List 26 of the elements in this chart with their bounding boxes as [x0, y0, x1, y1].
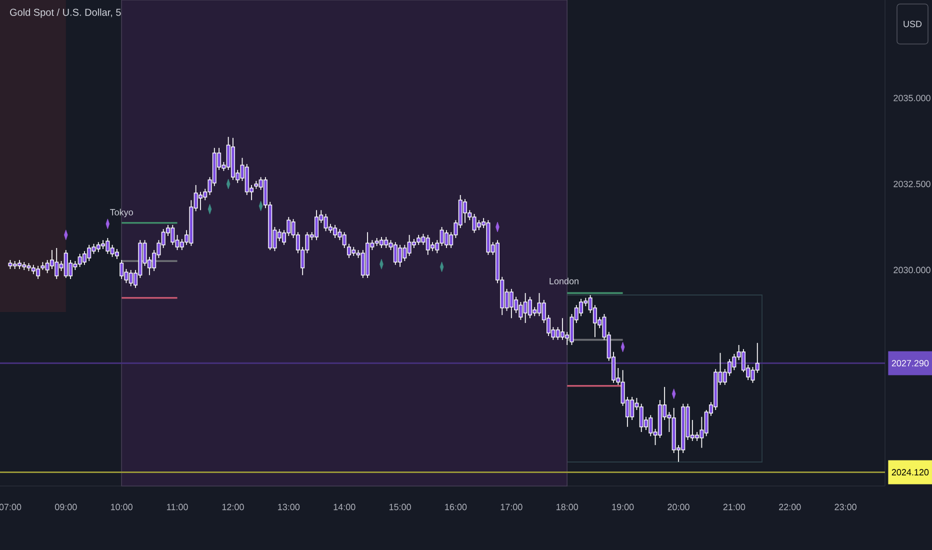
x-tick-label: 14:00 — [334, 504, 356, 510]
x-tick-label: 10:00 — [111, 504, 133, 510]
x-tick-label: 23:00 — [834, 504, 856, 510]
x-tick-label: 17:00 — [500, 504, 522, 510]
candlestick — [120, 260, 124, 280]
x-tick-label: 21:00 — [723, 504, 746, 510]
x-tick-label: 16:00 — [445, 504, 467, 510]
annotation: London — [550, 278, 578, 284]
x-tick-label: 13:00 — [278, 504, 300, 510]
candlestick — [114, 248, 119, 260]
x-tick-label: 18:00 — [556, 504, 578, 510]
x-tick-label: 22:00 — [779, 504, 801, 510]
y-tick-label: 2035.000 — [894, 94, 930, 102]
x-tick-label: 11:00 — [167, 504, 188, 510]
ref-line-label: 2024.120 — [892, 469, 929, 476]
y-tick-label: 2030.000 — [894, 266, 930, 274]
x-tick-label: 15:00 — [389, 504, 411, 510]
x-tick-label: 12:00 — [222, 504, 244, 510]
text: Gold Spot / U.S. Dollar, 5 — [10, 8, 121, 18]
x-tick-label: 09:00 — [54, 504, 77, 510]
text: USD — [904, 20, 922, 28]
y-tick-label: 2032.500 — [894, 180, 930, 188]
ref-line-label: 2027.290 — [892, 360, 929, 366]
x-tick-label: 19:00 — [612, 504, 634, 510]
x-tick-label: 20:00 — [668, 504, 690, 510]
band-label: Tokyo — [110, 208, 133, 218]
